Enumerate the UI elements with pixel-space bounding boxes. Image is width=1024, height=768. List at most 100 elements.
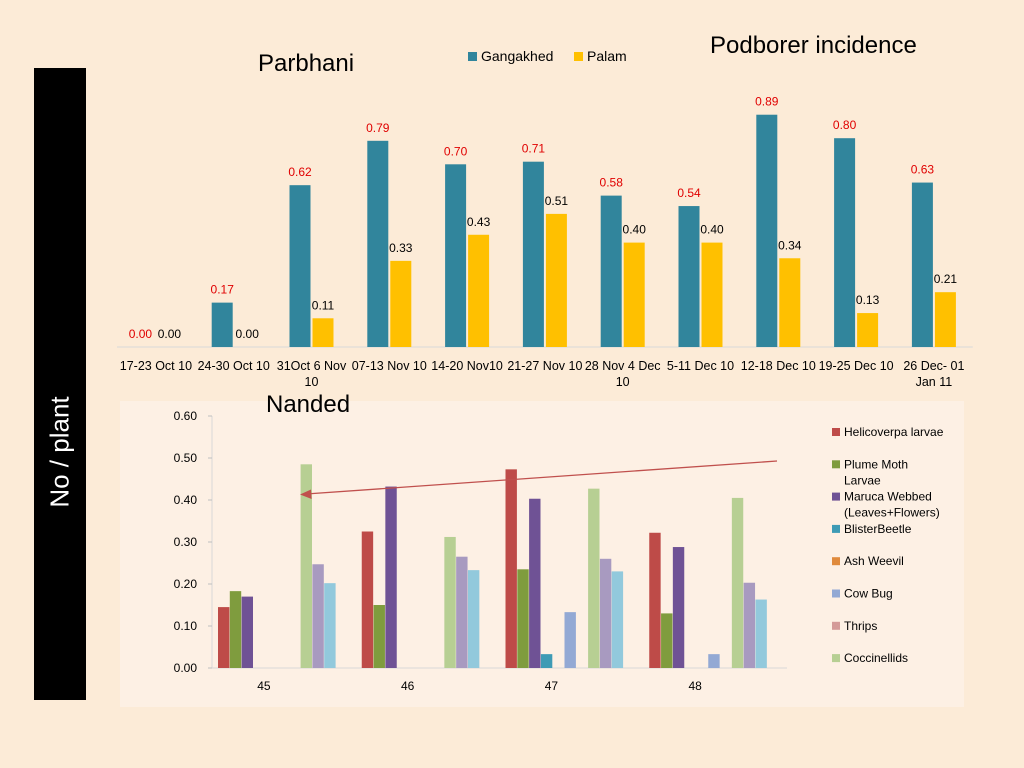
gangakhed-value-label-5: 0.70	[444, 144, 468, 158]
nanded-bar-s2-w47	[517, 569, 529, 668]
palam-bar-10	[857, 313, 879, 347]
gangakhed-value-label-4: 0.79	[366, 121, 390, 135]
parbhani-category-label-6: 21-27 Nov 10	[507, 359, 582, 373]
parbhani-category-label-11: 26 Dec- 01 Jan 11	[903, 359, 964, 389]
nanded-legend-swatch-6	[832, 589, 840, 598]
gangakhed-value-label-8: 0.54	[677, 186, 701, 200]
gangakhed-value-label-1: 0.00	[129, 327, 153, 341]
nanded-legend-swatch-2	[832, 460, 840, 469]
nanded-bar-s8-w45	[300, 464, 312, 668]
palam-value-label-9: 0.34	[778, 238, 802, 252]
nanded-bar-s9-w46	[456, 556, 468, 668]
nanded-bar-s6-w48	[708, 654, 720, 668]
nanded-bar-s3-w48	[672, 547, 685, 668]
gangakhed-bar-9	[756, 114, 778, 348]
nanded-legend-label-6: Cow Bug	[844, 587, 893, 601]
nanded-bar-s6-w47	[564, 612, 576, 668]
nanded-bar-s1-w48	[649, 532, 661, 668]
nanded-bar-s3-w47	[529, 498, 541, 668]
nanded-y-tick-label: 0.40	[174, 493, 198, 507]
palam-bar-7	[623, 242, 645, 347]
nanded-legend-label-1: Helicoverpa larvae	[844, 425, 944, 439]
nanded-legend-label-8: Coccinellids	[844, 651, 908, 665]
nanded-bar-s2-w48	[661, 613, 673, 668]
nanded-legend-label-5: Ash Weevil	[844, 554, 904, 568]
palam-bar-4	[390, 260, 412, 347]
nanded-bar-s9-w48	[743, 582, 756, 668]
nanded-bar-s1-w47	[505, 469, 517, 668]
gangakhed-value-label-2: 0.17	[211, 283, 235, 297]
nanded-legend-swatch-3	[832, 492, 840, 501]
legend-swatch-palam	[574, 52, 583, 61]
palam-value-label-1: 0.00	[158, 327, 182, 341]
gangakhed-bar-4	[367, 140, 389, 347]
nanded-legend-label-7: Thrips	[844, 619, 877, 633]
side-label-bar: No / plant	[34, 68, 86, 700]
palam-value-label-7: 0.40	[623, 223, 647, 237]
gangakhed-value-label-7: 0.58	[600, 176, 624, 190]
palam-value-label-6: 0.51	[545, 194, 569, 208]
nanded-y-tick-label: 0.10	[174, 619, 198, 633]
palam-bar-11	[934, 292, 956, 347]
nanded-bar-s2-w46	[373, 605, 385, 668]
gangakhed-value-label-9: 0.89	[755, 95, 779, 109]
annotation-arrow-head	[300, 489, 312, 499]
nanded-y-tick-label: 0.20	[174, 577, 198, 591]
nanded-y-tick-label: 0.60	[174, 409, 198, 423]
nanded-bar-s9-w47	[599, 558, 612, 668]
nanded-bar-s8-w48	[731, 497, 744, 668]
gangakhed-bar-10	[834, 138, 856, 347]
nanded-category-label-47: 47	[545, 679, 559, 693]
nanded-legend-swatch-5	[832, 557, 840, 566]
nanded-category-label-48: 48	[688, 679, 702, 693]
nanded-bar-s10-w46	[467, 570, 480, 668]
nanded-legend-label-3: Maruca Webbed (Leaves+Flowers)	[844, 490, 940, 520]
nanded-legend-label-2: Plume Moth Larvae	[844, 457, 908, 487]
legend-label-gangakhed: Gangakhed	[481, 48, 553, 64]
parbhani-category-label-5: 14-20 Nov10	[431, 359, 503, 373]
parbhani-chart-title: Parbhani	[258, 50, 355, 77]
gangakhed-value-label-6: 0.71	[522, 142, 546, 156]
parbhani-category-label-10: 19-25 Dec 10	[819, 359, 894, 373]
nanded-legend-label-4: BlisterBeetle	[844, 522, 912, 536]
nanded-y-tick-label: 0.00	[174, 661, 198, 675]
palam-value-label-11: 0.21	[934, 272, 958, 286]
gangakhed-bar-3	[289, 185, 311, 347]
legend-swatch-gangakhed	[468, 52, 477, 61]
nanded-bar-s2-w45	[229, 591, 242, 668]
nanded-bar-s3-w45	[241, 596, 253, 668]
gangakhed-bar-6	[522, 161, 544, 347]
nanded-bar-s4-w47	[540, 654, 553, 668]
palam-bar-9	[779, 258, 801, 347]
nanded-category-label-45: 45	[257, 679, 271, 693]
nanded-bar-s10-w45	[324, 583, 336, 668]
palam-value-label-8: 0.40	[700, 223, 724, 237]
parbhani-category-label-2: 24-30 Oct 10	[198, 359, 270, 373]
gangakhed-value-label-3: 0.62	[288, 165, 312, 179]
nanded-bar-s10-w48	[755, 599, 767, 668]
nanded-bar-s3-w46	[385, 486, 397, 668]
parbhani-category-label-9: 12-18 Dec 10	[741, 359, 816, 373]
palam-value-label-5: 0.43	[467, 215, 491, 229]
nanded-bar-s1-w46	[361, 531, 374, 668]
nanded-bar-s1-w45	[218, 607, 230, 668]
parbhani-category-label-3: 31Oct 6 Nov 10	[277, 359, 347, 389]
gangakhed-value-label-11: 0.63	[911, 163, 935, 177]
palam-value-label-4: 0.33	[389, 241, 413, 255]
gangakhed-bar-8	[678, 206, 700, 347]
parbhani-category-label-1: 17-23 Oct 10	[120, 359, 192, 373]
palam-bar-8	[701, 242, 723, 347]
legend-label-palam: Palam	[587, 48, 627, 64]
nanded-legend-swatch-8	[832, 654, 840, 663]
palam-bar-5	[468, 234, 490, 347]
nanded-bar-s8-w46	[444, 536, 456, 668]
nanded-bar-chart: 0.00 0.10 0.20 0.30 0.40 0.50 0.60 45 46 47 48 Heli…	[174, 409, 944, 693]
gangakhed-value-label-10: 0.80	[833, 118, 857, 132]
nanded-bar-s10-w47	[611, 571, 624, 668]
nanded-y-tick-label: 0.30	[174, 535, 198, 549]
nanded-legend-swatch-1	[832, 428, 840, 436]
nanded-chart-title: Nanded	[266, 391, 351, 418]
palam-bar-6	[545, 213, 567, 347]
palam-bar-3	[312, 318, 334, 347]
nanded-bar-s8-w47	[588, 488, 600, 668]
